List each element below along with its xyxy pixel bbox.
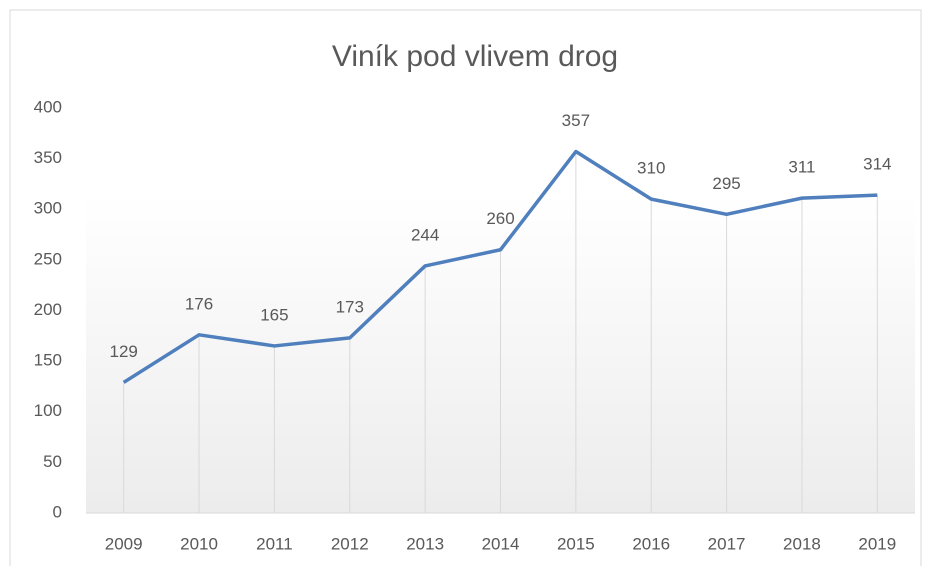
- data-label: 173: [336, 297, 364, 316]
- y-tick-label: 50: [43, 452, 62, 471]
- data-label: 311: [788, 158, 815, 177]
- data-label: 260: [486, 209, 514, 228]
- data-label: 244: [411, 225, 439, 244]
- x-tick-label: 2018: [783, 534, 821, 553]
- y-tick-label: 100: [34, 401, 62, 420]
- y-tick-label: 300: [34, 199, 62, 218]
- data-label: 129: [109, 342, 137, 361]
- data-label: 165: [260, 305, 288, 324]
- x-tick-label: 2019: [858, 534, 896, 553]
- y-tick-label: 200: [34, 300, 62, 319]
- x-tick-label: 2016: [632, 534, 670, 553]
- x-tick-label: 2014: [482, 534, 520, 553]
- data-label: 357: [562, 111, 590, 130]
- y-tick-label: 400: [34, 97, 62, 116]
- x-tick-label: 2009: [105, 534, 143, 553]
- x-tick-label: 2012: [331, 534, 369, 553]
- x-tick-label: 2013: [406, 534, 444, 553]
- x-tick-label: 2015: [557, 534, 595, 553]
- data-label: 314: [863, 155, 891, 174]
- y-tick-label: 150: [34, 351, 62, 370]
- y-tick-label: 350: [34, 148, 62, 167]
- y-tick-label: 250: [34, 249, 62, 268]
- x-tick-label: 2011: [256, 534, 293, 553]
- data-label: 310: [637, 159, 665, 178]
- data-label: 176: [185, 294, 213, 313]
- x-tick-label: 2010: [180, 534, 218, 553]
- chart-title: Viník pod vlivem drog: [332, 40, 618, 73]
- x-tick-label: 2017: [708, 534, 746, 553]
- data-line: [122, 149, 878, 384]
- data-label: 295: [712, 174, 740, 193]
- y-tick-label: 0: [53, 502, 62, 521]
